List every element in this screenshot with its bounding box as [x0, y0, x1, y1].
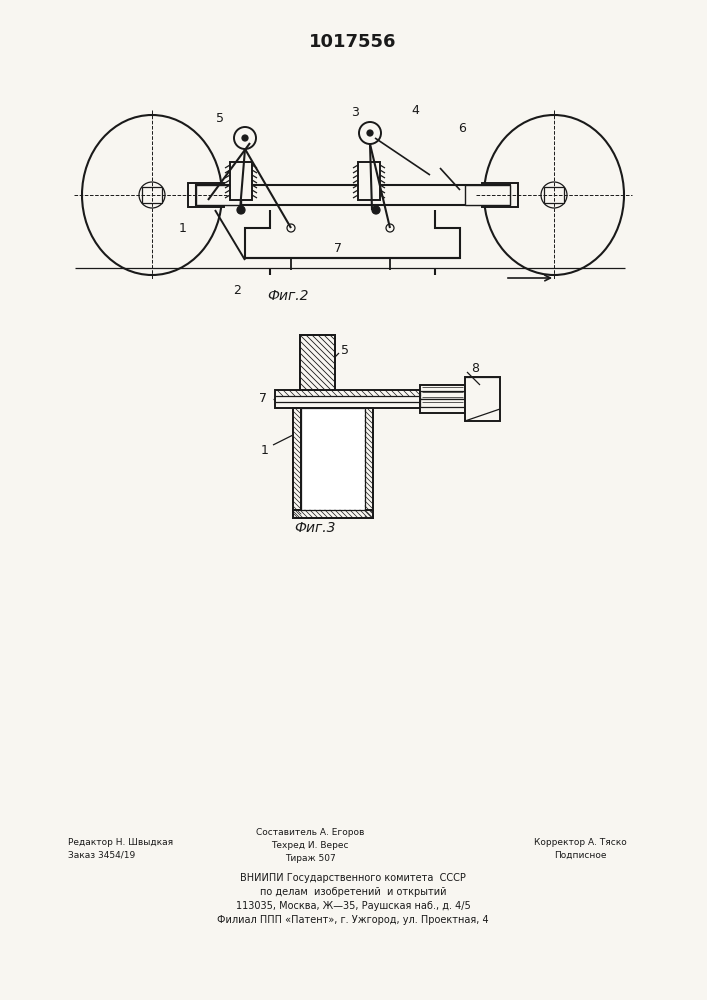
- Bar: [301, 408, 365, 510]
- Bar: [293, 408, 301, 518]
- Bar: [300, 335, 335, 390]
- Circle shape: [287, 224, 295, 232]
- Text: 1017556: 1017556: [309, 33, 397, 51]
- Circle shape: [139, 182, 165, 208]
- Text: 5: 5: [216, 111, 224, 124]
- Text: 7: 7: [334, 241, 342, 254]
- Text: Заказ 3454/19: Заказ 3454/19: [68, 851, 135, 860]
- Text: Фиг.3: Фиг.3: [294, 521, 336, 535]
- Text: Филиал ППП «Патент», г. Ужгород, ул. Проектная, 4: Филиал ППП «Патент», г. Ужгород, ул. Про…: [217, 915, 489, 925]
- Text: 5: 5: [341, 344, 349, 357]
- Ellipse shape: [82, 115, 222, 275]
- Text: 4: 4: [411, 104, 419, 116]
- Bar: [275, 390, 420, 408]
- Text: 113035, Москва, Ж—35, Раушская наб., д. 4/5: 113035, Москва, Ж—35, Раушская наб., д. …: [235, 901, 470, 911]
- Bar: [230, 162, 252, 200]
- Circle shape: [198, 187, 214, 203]
- Text: Тираж 507: Тираж 507: [285, 854, 335, 863]
- Text: 8: 8: [471, 361, 479, 374]
- Bar: [465, 185, 510, 205]
- Text: 1: 1: [179, 222, 187, 234]
- Bar: [293, 408, 301, 518]
- Text: 3: 3: [351, 105, 359, 118]
- Bar: [420, 385, 465, 413]
- Circle shape: [234, 127, 256, 149]
- Text: 1: 1: [261, 444, 269, 456]
- Bar: [293, 408, 373, 518]
- Bar: [196, 185, 241, 205]
- Text: 7: 7: [259, 392, 267, 406]
- Text: Редактор Н. Швыдкая: Редактор Н. Швыдкая: [68, 838, 173, 847]
- Text: Корректор А. Тяско: Корректор А. Тяско: [534, 838, 626, 847]
- Bar: [365, 408, 373, 518]
- Circle shape: [367, 130, 373, 136]
- Bar: [358, 162, 380, 200]
- Text: 6: 6: [458, 121, 466, 134]
- Text: по делам  изобретений  и открытий: по делам изобретений и открытий: [259, 887, 446, 897]
- Circle shape: [492, 187, 508, 203]
- Bar: [544, 187, 564, 203]
- Text: ВНИИПИ Государственного комитета  СССР: ВНИИПИ Государственного комитета СССР: [240, 873, 466, 883]
- Bar: [420, 391, 490, 399]
- Bar: [142, 187, 162, 203]
- Text: Составитель А. Егоров: Составитель А. Егоров: [256, 828, 364, 837]
- Ellipse shape: [484, 115, 624, 275]
- Bar: [420, 399, 490, 407]
- Bar: [365, 408, 373, 518]
- Bar: [293, 510, 373, 518]
- Circle shape: [242, 135, 248, 141]
- Bar: [482, 183, 518, 207]
- Bar: [300, 335, 335, 390]
- Bar: [188, 183, 224, 207]
- Bar: [293, 510, 373, 518]
- Bar: [465, 377, 500, 421]
- Text: Фиг.2: Фиг.2: [267, 289, 309, 303]
- Circle shape: [541, 182, 567, 208]
- Text: 2: 2: [233, 284, 241, 296]
- Circle shape: [386, 224, 394, 232]
- Circle shape: [359, 122, 381, 144]
- Circle shape: [372, 206, 380, 214]
- Bar: [196, 185, 510, 205]
- Text: Техред И. Верес: Техред И. Верес: [271, 841, 349, 850]
- Circle shape: [237, 206, 245, 214]
- Text: Подписное: Подписное: [554, 851, 606, 860]
